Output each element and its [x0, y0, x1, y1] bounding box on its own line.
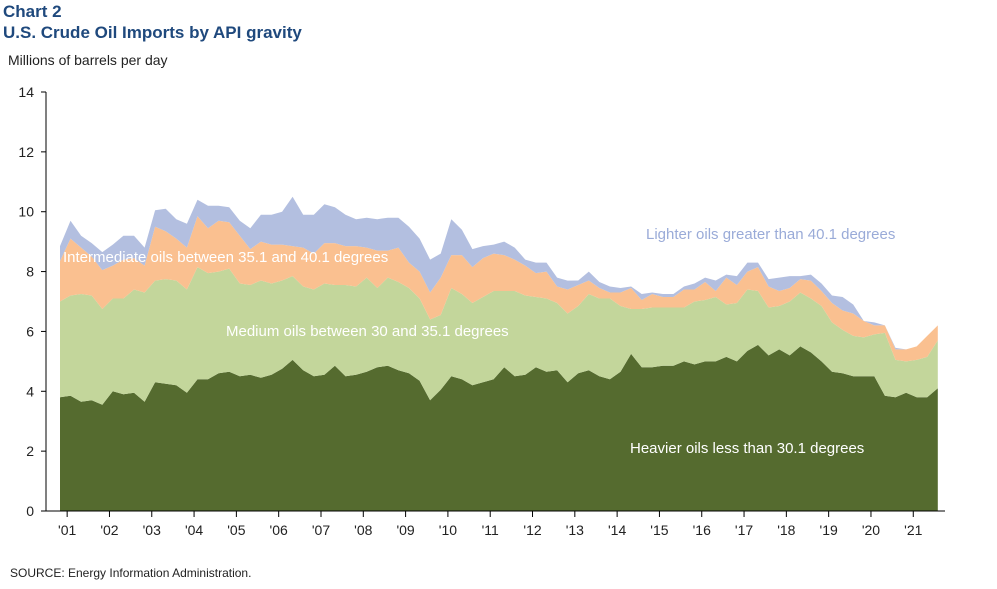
x-tick-label: '10 — [439, 522, 457, 538]
x-tick-label: '13 — [566, 522, 584, 538]
x-tick-label: '08 — [354, 522, 372, 538]
intermediate-oils-label: Intermediate oils between 35.1 and 40.1 … — [63, 249, 388, 266]
y-tick-label: 12 — [18, 144, 34, 160]
x-tick-label: '12 — [523, 522, 541, 538]
x-tick-label: '02 — [100, 522, 118, 538]
medium-oils-area — [60, 267, 938, 405]
chart-title: U.S. Crude Oil Imports by API gravity — [3, 23, 302, 42]
x-tick-label: '06 — [270, 522, 288, 538]
y-tick-label: 0 — [26, 503, 34, 519]
x-tick-label: '04 — [185, 522, 203, 538]
medium-oils-label: Medium oils between 30 and 35.1 degrees — [226, 323, 509, 340]
heavier-oils-label: Heavier oils less than 30.1 degrees — [630, 440, 864, 457]
x-tick-label: '11 — [482, 522, 499, 538]
area-labels-layer: Lighter oils greater than 40.1 degrees In… — [63, 226, 895, 457]
y-tick-label: 10 — [18, 204, 34, 220]
x-tick-label: '01 — [58, 522, 76, 538]
x-tick-label: '21 — [904, 522, 922, 538]
heavier-oils-area — [60, 344, 938, 511]
x-tick-label: '03 — [143, 522, 161, 538]
y-axis-unit-label: Millions of barrels per day — [8, 52, 168, 68]
x-tick-label: '19 — [820, 522, 838, 538]
x-tick-label: '05 — [227, 522, 245, 538]
lighter-oils-area — [60, 196, 938, 350]
y-tick-label: 6 — [26, 323, 34, 339]
lighter-oils-label: Lighter oils greater than 40.1 degrees — [646, 226, 895, 243]
chart-number-label: Chart 2 — [3, 2, 62, 21]
x-tick-label: '20 — [862, 522, 880, 538]
y-tick-label: 2 — [26, 443, 34, 459]
axis-layer: 0 2 4 6 8 10 12 14 '01 '02 '03 '04 '05 '06 '07 '08 '09 '1… — [18, 84, 945, 538]
x-tick-label: '18 — [777, 522, 795, 538]
x-tick-label: '17 — [735, 522, 753, 538]
source-note: SOURCE: Energy Information Administratio… — [10, 566, 252, 580]
areas-layer — [60, 196, 938, 511]
y-tick-label: 14 — [18, 84, 34, 100]
y-tick-label: 4 — [26, 383, 34, 399]
y-tick-label: 8 — [26, 264, 34, 280]
x-tick-label: '09 — [396, 522, 414, 538]
x-tick-label: '07 — [312, 522, 330, 538]
x-tick-label: '14 — [608, 522, 626, 538]
x-tick-label: '15 — [650, 522, 668, 538]
intermediate-oils-area — [60, 216, 938, 362]
x-tick-label: '16 — [693, 522, 711, 538]
